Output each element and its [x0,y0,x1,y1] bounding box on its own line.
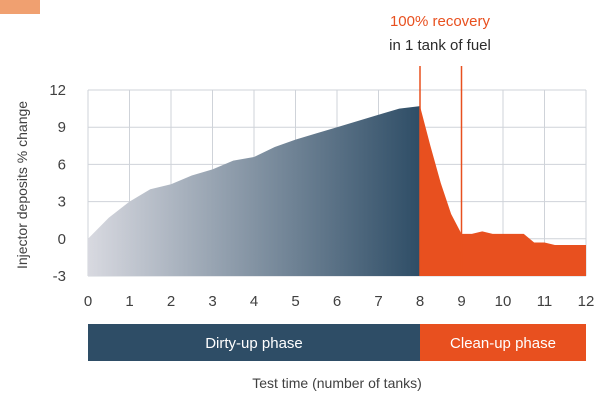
phase-bar-0 [88,324,420,361]
phase-bars: Dirty-up phase Clean-up phase [88,324,586,361]
y-tick-12: 12 [49,82,66,99]
x-axis-title: Test time (number of tanks) [252,375,422,391]
x-tick-11: 11 [537,293,553,310]
x-tick-12: 12 [578,293,595,310]
x-tick-10: 10 [495,293,512,310]
dirty-up-area [88,106,420,277]
x-tick-5: 5 [291,293,299,310]
y-tick-0: 0 [58,231,66,248]
x-tick-3: 3 [208,293,216,310]
clean-up-area [420,106,586,277]
x-tick-8: 8 [416,293,424,310]
y-tick-9: 9 [58,119,66,136]
x-tick-4: 4 [250,293,258,310]
phase-label-1: Clean-up phase [450,335,556,352]
x-tick-0: 0 [84,293,92,310]
annotation-highlight: 100% recovery [390,13,491,30]
phase-markers [419,66,463,276]
plot-areas [88,106,586,277]
x-tick-7: 7 [374,293,382,310]
x-tick-1: 1 [125,293,133,310]
y-tick-labels: 12 9 6 3 0 -3 [49,82,66,285]
x-tick-2: 2 [167,293,175,310]
y-axis-title: Injector deposits % change [14,101,30,269]
y-tick-3: 3 [58,194,66,211]
x-tick-labels: 0 1 2 3 4 5 6 7 8 9 10 11 12 [84,293,595,310]
corner-tab [0,0,40,14]
y-tick-6: 6 [58,156,66,173]
x-tick-9: 9 [457,293,465,310]
annotation-text: in 1 tank of fuel [389,37,491,54]
x-tick-6: 6 [333,293,341,310]
phase-label-0: Dirty-up phase [205,335,303,352]
phase-bar-1 [420,324,586,361]
y-tick--3: -3 [53,268,66,285]
